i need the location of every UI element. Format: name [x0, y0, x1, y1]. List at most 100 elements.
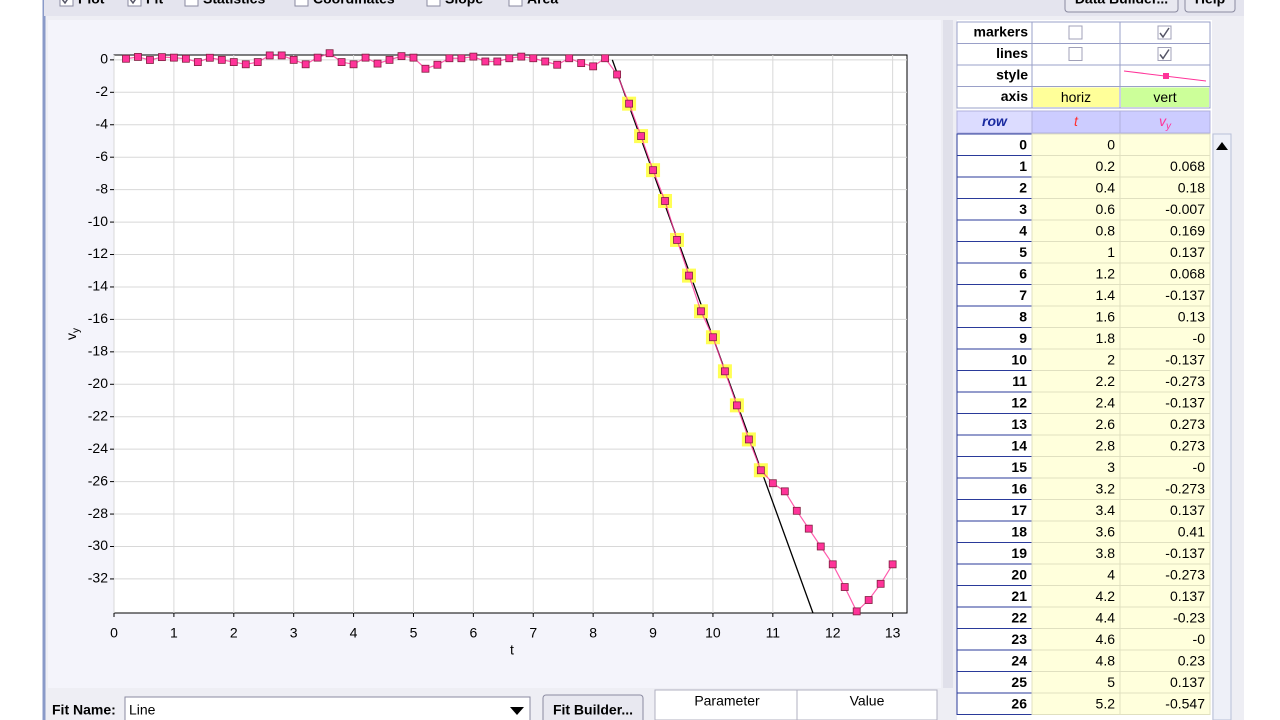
axis-cell[interactable] — [1121, 87, 1209, 108]
check-mark — [61, 0, 68, 5]
cell-value: 5 — [1107, 674, 1115, 690]
row-number: 2 — [1019, 179, 1027, 195]
data-marker — [613, 70, 622, 79]
data-marker — [385, 55, 394, 64]
toolbar-button[interactable] — [1184, 0, 1236, 13]
x-tick-label: 13 — [885, 625, 901, 641]
cell-value: -0.273 — [1165, 566, 1205, 582]
y-tick-label: -10 — [88, 213, 108, 229]
param-table — [654, 689, 938, 720]
cell-value: 0.41 — [1178, 523, 1205, 539]
cell-value: 0.068 — [1170, 265, 1205, 281]
row-number: 0 — [1019, 136, 1027, 152]
data-marker — [337, 58, 346, 66]
data-marker — [577, 59, 586, 68]
cell-value: 4 — [1107, 566, 1115, 582]
toolbar-item: Statistics — [203, 0, 265, 7]
data-marker — [409, 53, 418, 62]
setting-checkbox[interactable] — [1068, 47, 1083, 61]
data-marker — [122, 54, 130, 63]
toolbar: Plot Fit Statistics Coordinates Slope Area Dat… — [44, 0, 1244, 16]
x-tick-label: 0 — [110, 625, 118, 641]
x-tick-label: 3 — [290, 625, 298, 641]
toolbar-checkbox[interactable] — [294, 0, 309, 7]
data-marker — [876, 579, 885, 588]
y-tick-label: -12 — [88, 245, 108, 261]
y-tick-label: -18 — [88, 343, 108, 359]
toolbar-item: Plot — [78, 0, 105, 7]
row-number: 4 — [1019, 222, 1027, 238]
cell-value: 2.6 — [1096, 416, 1116, 432]
toolbar-checkbox[interactable] — [59, 0, 74, 7]
x-tick-label: 8 — [589, 625, 597, 641]
x-tick-label: 1 — [170, 625, 178, 641]
cell-value: 1.6 — [1096, 308, 1116, 324]
cell-value: -0.23 — [1173, 609, 1205, 625]
row-number: 18 — [1011, 523, 1027, 539]
cell-value: 3.8 — [1096, 545, 1116, 561]
x-tick-label: 11 — [766, 625, 781, 641]
scrollbar[interactable] — [1212, 133, 1232, 720]
data-marker — [697, 307, 705, 316]
setting-checkbox[interactable] — [1157, 47, 1172, 61]
x-tick-label: 7 — [529, 625, 537, 641]
cell-value: -0.547 — [1165, 695, 1205, 711]
setting-label: lines — [996, 45, 1028, 61]
data-marker — [756, 466, 765, 475]
setting-checkbox[interactable] — [1068, 25, 1083, 40]
value-header: Value — [850, 693, 885, 709]
x-tick-label: 2 — [230, 625, 238, 641]
check-mark — [1159, 27, 1170, 39]
cell-value: 2 — [1107, 351, 1115, 367]
setting-checkbox[interactable] — [1157, 25, 1172, 40]
row-number: 6 — [1019, 265, 1027, 281]
data-marker — [158, 53, 166, 62]
data-marker — [685, 271, 693, 280]
toolbar-button[interactable] — [1064, 0, 1179, 13]
row-number: 1 — [1019, 158, 1027, 174]
data-marker — [421, 64, 430, 73]
toolbar-checkbox[interactable] — [508, 0, 523, 7]
fit-builder-button[interactable] — [542, 694, 644, 720]
cell-value: 0.13 — [1178, 308, 1205, 324]
cell-value: 1.8 — [1096, 330, 1116, 346]
data-marker — [397, 52, 406, 61]
scroll-arrow[interactable] — [1216, 142, 1228, 150]
axis-cell[interactable] — [1033, 87, 1119, 108]
cell-value: 1.4 — [1096, 287, 1116, 303]
row-number: 23 — [1011, 631, 1027, 647]
row-number: 9 — [1019, 330, 1027, 346]
check-mark — [129, 0, 136, 5]
x-tick-label: 12 — [825, 625, 841, 641]
row-number: 17 — [1011, 502, 1027, 518]
header-label: vy — [1159, 113, 1172, 132]
data-marker — [181, 54, 190, 63]
data-marker — [589, 62, 598, 71]
row-number: 25 — [1011, 674, 1027, 690]
cell-value: 0.068 — [1170, 158, 1205, 174]
toolbar-checkbox[interactable] — [127, 0, 142, 7]
plot-area — [113, 54, 908, 614]
y-tick-label: -4 — [96, 115, 109, 131]
fit-dropdown[interactable] — [124, 696, 531, 720]
data-marker — [493, 57, 502, 66]
param-header: Parameter — [694, 693, 760, 709]
cell-value: 4.6 — [1096, 631, 1116, 647]
cell-value: 0.137 — [1170, 244, 1205, 260]
fit-panel: Fit Name: Line Fit Builder... Parameter … — [48, 689, 941, 720]
x-tick-label: 6 — [469, 625, 477, 641]
cell-value: 2.4 — [1096, 394, 1116, 410]
table-cell — [1119, 692, 1211, 715]
data-marker — [804, 524, 813, 533]
x-axis-label: t — [510, 642, 514, 658]
y-tick-label: 0 — [100, 51, 108, 67]
toolbar-checkbox[interactable] — [426, 0, 441, 7]
data-marker — [481, 57, 490, 66]
row-number: 12 — [1011, 394, 1027, 410]
table-cell — [1119, 133, 1211, 156]
data-marker — [373, 59, 382, 68]
dropdown-arrow[interactable] — [510, 707, 524, 715]
toolbar-checkbox[interactable] — [184, 0, 199, 7]
data-marker — [253, 58, 262, 66]
